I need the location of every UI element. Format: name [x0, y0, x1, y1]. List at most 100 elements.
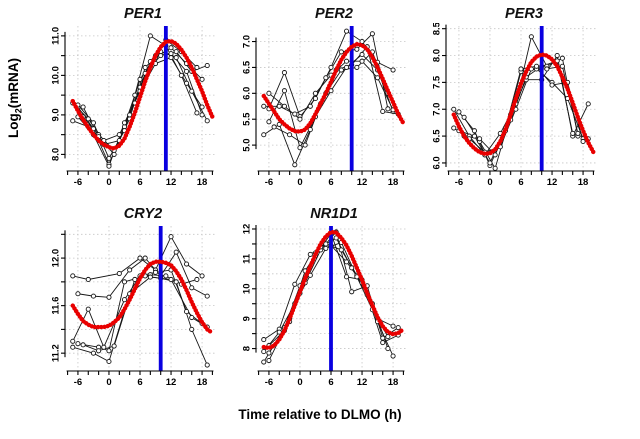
- x-tick-label: -6: [455, 177, 463, 188]
- y-tick-label: 12.0: [51, 249, 62, 267]
- data-point-marker: [533, 63, 540, 69]
- x-axis: -6 0 6 12 18: [66, 170, 214, 188]
- chart-title: PER1: [124, 6, 162, 22]
- data-point-marker: [70, 273, 76, 279]
- data-point-marker: [142, 64, 148, 71]
- grid: [256, 26, 406, 171]
- data-point-marker: [349, 289, 355, 295]
- data-point-marker: [168, 45, 174, 51]
- subject-line: [268, 231, 399, 354]
- trend-curve: [451, 52, 596, 157]
- data-point-marker: [70, 118, 76, 124]
- data-point-marker: [194, 64, 200, 71]
- data-point-marker: [127, 112, 133, 118]
- data-point-marker: [121, 279, 128, 285]
- panel-nr1d1: NR1D1 8 9 10 11 12 -6 0 6 12 18: [220, 206, 412, 406]
- data-point-marker: [90, 120, 96, 126]
- data-point-marker: [338, 49, 344, 55]
- data-point-marker: [276, 121, 282, 127]
- y-tick-label: 11.2: [51, 344, 62, 362]
- x-tick-label: 18: [388, 377, 399, 388]
- data-point-marker: [199, 76, 205, 82]
- x-tick-label: -6: [74, 177, 82, 188]
- x-tick-label: 12: [547, 177, 558, 188]
- data-point-marker: [85, 276, 91, 283]
- y-tick-label: 8: [242, 346, 253, 351]
- data-point-marker: [302, 142, 308, 148]
- data-point-marker: [173, 249, 179, 255]
- data-point-marker: [338, 67, 344, 73]
- data-point-marker: [385, 334, 391, 340]
- data-point-marker: [312, 95, 319, 102]
- data-point-marker: [359, 51, 365, 58]
- data-point-marker: [121, 120, 128, 126]
- chart-plot-cry2: 11.2 11.6 12.0 -6 0 6 12 18: [51, 226, 215, 388]
- data-point-marker: [585, 101, 591, 107]
- data-point-marker: [380, 108, 386, 114]
- x-tick-label: -6: [265, 377, 273, 388]
- x-tick-label: 0: [106, 177, 111, 188]
- data-point-marker: [328, 64, 334, 70]
- data-point-marker: [70, 338, 76, 344]
- data-point-marker: [189, 326, 195, 332]
- data-point-marker: [266, 90, 272, 96]
- x-tick-label: 0: [106, 377, 111, 388]
- data-point-marker: [106, 163, 112, 169]
- data-point-marker: [343, 58, 350, 64]
- y-tick-label: 7.0: [242, 35, 253, 48]
- data-point-marker: [204, 362, 210, 368]
- data-point-marker: [471, 128, 477, 134]
- grid: [65, 26, 215, 171]
- y-tick-label: 11: [242, 253, 253, 264]
- data-point-marker: [580, 138, 586, 145]
- data-point-marker: [390, 323, 396, 329]
- data-point-marker: [287, 132, 293, 138]
- y-tick-label: 8.5: [432, 23, 443, 35]
- data-point-marker: [173, 55, 179, 61]
- data-point-marker: [492, 165, 498, 171]
- data-point-marker: [116, 132, 122, 138]
- data-point-marker: [106, 155, 112, 161]
- data-point-marker: [477, 136, 483, 142]
- data-point-marker: [261, 349, 267, 355]
- chart-title: PER3: [505, 6, 543, 22]
- data-point-marker: [189, 285, 195, 291]
- data-point-marker: [266, 350, 272, 356]
- data-point-marker: [96, 348, 102, 354]
- y-tick-label: 11.6: [51, 297, 62, 315]
- data-point-marker: [297, 145, 303, 151]
- data-point-marker: [554, 52, 560, 59]
- data-point-marker: [471, 133, 477, 139]
- data-point-marker: [375, 75, 381, 81]
- data-point-marker: [101, 344, 107, 350]
- x-tick-label: 12: [166, 377, 177, 388]
- y-tick-label: 5.5: [242, 112, 253, 126]
- data-point-marker: [395, 325, 401, 331]
- data-point-marker: [281, 103, 287, 109]
- y-tick-label: 9.0: [51, 108, 62, 121]
- data-point-marker: [570, 130, 576, 136]
- data-point-marker: [312, 90, 319, 96]
- data-point-marker: [307, 103, 313, 109]
- x-tick-label: -6: [74, 377, 82, 388]
- x-tick-label: 0: [297, 377, 302, 388]
- data-point-marker: [369, 31, 375, 37]
- trend-curve: [261, 41, 406, 134]
- data-point-marker: [492, 152, 498, 158]
- data-point-marker: [137, 255, 143, 261]
- data-point-marker: [276, 103, 282, 109]
- data-point-marker: [127, 267, 133, 273]
- data-point-marker: [204, 293, 210, 299]
- data-point-marker: [461, 114, 467, 120]
- x-axis: -6 0 6 12 18: [66, 370, 214, 388]
- data-point-marker: [70, 344, 76, 350]
- data-point-marker: [142, 255, 148, 261]
- data-point-marker: [137, 76, 143, 82]
- data-point-marker: [189, 314, 195, 321]
- x-tick-label: 0: [297, 177, 302, 188]
- y-axis-label-sub: 2: [13, 108, 24, 114]
- panel-per1: PER1 8.0 9.0 10.0 11.0 -6 0 6 12 18: [29, 6, 221, 206]
- chart-plot-per3: 6.0 6.5 7.0 7.5 8.0 8.5 -6 0 6 12 18: [432, 23, 596, 188]
- data-point-marker: [80, 104, 86, 110]
